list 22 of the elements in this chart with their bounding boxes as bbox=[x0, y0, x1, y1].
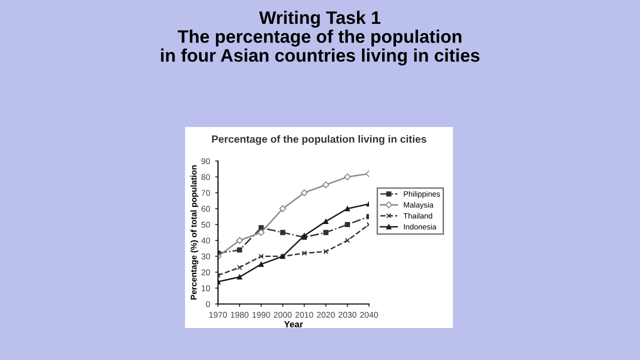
y-tick-label: 30 bbox=[201, 254, 210, 260]
y-axis-title: Percentage (%) of total population bbox=[190, 165, 198, 300]
x-axis-title: Year bbox=[284, 321, 303, 328]
y-tick-label: 20 bbox=[202, 269, 210, 276]
y-tick-label: 70 bbox=[202, 190, 210, 196]
x-tick-label: 1980 bbox=[230, 312, 249, 318]
y-tick-label: 80 bbox=[201, 174, 210, 180]
y-tick-label: 50 bbox=[201, 222, 210, 228]
y-tick-label: 10 bbox=[202, 285, 210, 292]
x-tick-label: 2020 bbox=[317, 312, 335, 318]
chart-subtitle: Percentage of the population living in cities bbox=[212, 135, 426, 145]
y-tick-label: 0 bbox=[206, 301, 210, 308]
x-tick-label: 2010 bbox=[295, 312, 314, 318]
x-tick-label: 2040 bbox=[360, 312, 378, 318]
y-tick-label: 60 bbox=[202, 206, 210, 212]
chart-title: Writing Task 1 The percentage of the population in four Asian countries living in cities bbox=[161, 10, 480, 66]
y-tick-label: 40 bbox=[201, 238, 210, 244]
x-tick-label: 1970 bbox=[209, 312, 227, 318]
y-tick-label: 90 bbox=[201, 158, 210, 164]
x-tick-label: 2030 bbox=[338, 312, 356, 318]
x-tick-label: 2000 bbox=[274, 312, 292, 318]
x-tick-label: 1990 bbox=[252, 312, 270, 318]
